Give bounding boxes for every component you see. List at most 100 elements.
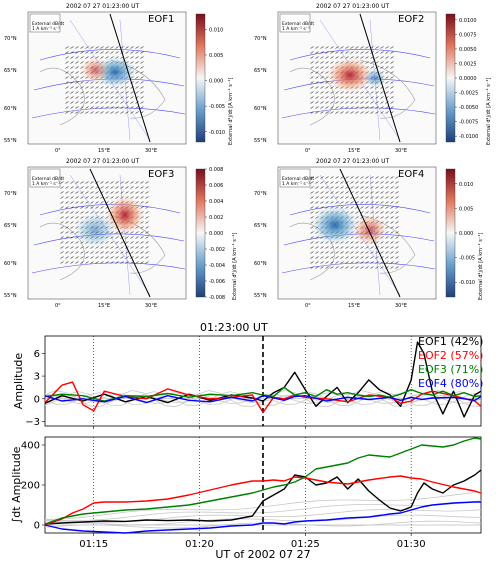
- lat-label: 65°N: [254, 223, 267, 229]
- colorbar-tick-label: 0.002: [209, 215, 223, 221]
- map-panel-eof1: External dB/dt 1 A km⁻¹ s⁻¹ 2002 07 27 0…: [4, 3, 234, 154]
- lat-label: 60°N: [4, 106, 17, 112]
- colorbar-tick-label: 0.010: [459, 182, 473, 188]
- map-panel-eof2: External dB/dt 1 A km⁻¹ s⁻¹ 2002 07 27 0…: [254, 3, 492, 154]
- legend-scale: 1 A km⁻¹ s⁻¹: [32, 181, 60, 187]
- lat-label: 70°N: [4, 36, 17, 42]
- amplitude-panel: −3 0 3 6 Amplitude: [12, 335, 482, 429]
- y-tick-label: −3: [25, 417, 40, 428]
- lat-label: 60°N: [4, 261, 17, 267]
- series-line: [44, 475, 482, 526]
- event-time-label: 01:23:00 UT: [200, 321, 268, 334]
- colorbar-tick-label: -0.010: [459, 280, 475, 286]
- lat-label: 65°N: [4, 223, 17, 229]
- colorbar: [195, 168, 206, 298]
- x-axis-label: UT of 2002 07 27: [215, 548, 310, 561]
- colorbar: [445, 13, 456, 143]
- colorbar-tick-label: -0.004: [209, 263, 225, 269]
- series-line: [44, 437, 482, 525]
- colorbar-tick-label: 0.004: [209, 199, 223, 205]
- colorbar-tick-label: -0.0025: [459, 91, 478, 97]
- x-tick-label: 01:30: [397, 539, 426, 550]
- map-content: [31, 168, 186, 298]
- panel-title: EOF2: [398, 14, 424, 25]
- lon-label: 15°E: [98, 148, 110, 154]
- colorbar-tick-label: 0.0075: [459, 32, 477, 38]
- y-tick-label: 0: [34, 394, 40, 405]
- colorbar: [445, 168, 456, 298]
- colorbar-tick-label: -0.0100: [459, 134, 478, 140]
- colorbar-ticks: 0.0100 0.0075 0.0050 0.0025 0.0000 -0.0025 -0.…: [455, 18, 478, 140]
- colorbar-tick-label: 0.005: [459, 206, 473, 212]
- lon-label: 15°E: [98, 303, 110, 309]
- map-panel-eof3: External dB/dt 1 A km⁻¹ s⁻¹ 2002 07 27 0…: [4, 158, 238, 309]
- lat-label: 65°N: [4, 68, 17, 74]
- colorbar-tick-label: -0.010: [209, 130, 225, 136]
- map-timestamp: 2002 07 27 01:23:00 UT: [66, 3, 140, 10]
- panel-title: EOF3: [148, 169, 174, 180]
- colorbar-tick-label: 0.000: [209, 231, 223, 237]
- legend-entry: EOF4 (80%): [418, 377, 483, 390]
- map-content: [281, 168, 436, 298]
- x-tick-label: 01:15: [79, 539, 108, 550]
- colorbar-tick-label: 0.006: [209, 183, 223, 189]
- legend-entry: EOF2 (57%): [418, 349, 483, 362]
- legend-title: External dB/dt: [282, 21, 314, 27]
- colorbar-ticks: 0.008 0.006 0.004 0.002 0.000 -0.002 -0.004 -0.…: [205, 167, 225, 301]
- lat-label: 70°N: [254, 191, 267, 197]
- lon-label: 15°E: [348, 148, 360, 154]
- integrated-plot-area: 01:15 01:20 01:25 01:30 0 200 400: [21, 437, 482, 550]
- background-trace: [44, 491, 482, 520]
- colorbar-ticks: 0.010 0.005 0.000 -0.005 -0.010: [455, 182, 475, 286]
- lon-label: 0°: [55, 303, 61, 309]
- map-timestamp: 2002 07 27 01:23:00 UT: [316, 3, 390, 10]
- colorbar-tick-label: 0.000: [209, 79, 223, 85]
- map-content: [281, 13, 436, 143]
- x-tick-label: 01:25: [291, 539, 320, 550]
- colorbar: [195, 13, 206, 143]
- series-line: [44, 386, 482, 402]
- map-content: [31, 13, 186, 143]
- legend-title: External dB/dt: [32, 176, 64, 182]
- lon-label: 30°E: [145, 303, 157, 309]
- amplitude-plot-area: −3 0 3 6: [25, 336, 482, 429]
- x-tick-label: 01:20: [185, 539, 214, 550]
- colorbar-tick-label: -0.002: [209, 247, 225, 253]
- lon-label: 30°E: [395, 148, 407, 154]
- lat-label: 55°N: [254, 293, 267, 299]
- legend-scale: 1 A km⁻¹ s⁻¹: [32, 26, 60, 32]
- lon-label: 30°E: [395, 303, 407, 309]
- lon-label: 0°: [305, 303, 311, 309]
- series-legend: EOF1 (42%)EOF2 (57%)EOF3 (71%)EOF4 (80%): [418, 335, 483, 390]
- series-line: [44, 395, 482, 404]
- colorbar-tick-label: -0.005: [209, 104, 225, 110]
- lat-label: 70°N: [254, 36, 267, 42]
- y-tick-label: 0: [34, 521, 40, 532]
- colorbar-tick-label: 0.010: [209, 27, 223, 33]
- lon-label: 0°: [305, 148, 311, 154]
- panel-title: EOF1: [148, 14, 174, 25]
- lat-label: 55°N: [4, 138, 17, 144]
- colorbar-tick-label: 0.008: [209, 167, 223, 173]
- integrated-panel: 01:15 01:20 01:25 01:30 0 200 400 ∫dt Amplitud…: [10, 436, 482, 561]
- legend-scale: 1 A km⁻¹ s⁻¹: [282, 181, 310, 187]
- colorbar-tick-label: 0.0000: [459, 76, 477, 82]
- lat-label: 70°N: [4, 191, 17, 197]
- colorbar-tick-label: -0.008: [209, 295, 225, 301]
- legend-title: External dB/dt: [282, 176, 314, 182]
- lon-label: 0°: [55, 148, 61, 154]
- y-tick-label: 6: [34, 349, 40, 360]
- colorbar-tick-label: 0.0025: [459, 61, 477, 67]
- colorbar-tick-label: -0.006: [209, 279, 225, 285]
- colorbar-tick-label: 0.005: [209, 53, 223, 59]
- colorbar-tick-label: 0.000: [459, 231, 473, 237]
- lat-label: 55°N: [254, 138, 267, 144]
- lat-label: 65°N: [254, 68, 267, 74]
- integrated-ylabel: ∫dt Amplitude: [10, 446, 23, 523]
- lon-label: 15°E: [348, 303, 360, 309]
- colorbar-tick-label: -0.0075: [459, 120, 478, 126]
- amplitude-ylabel: Amplitude: [12, 353, 25, 410]
- legend-scale: 1 A km⁻¹ s⁻¹: [282, 26, 310, 32]
- colorbar-tick-label: 0.0050: [459, 47, 477, 53]
